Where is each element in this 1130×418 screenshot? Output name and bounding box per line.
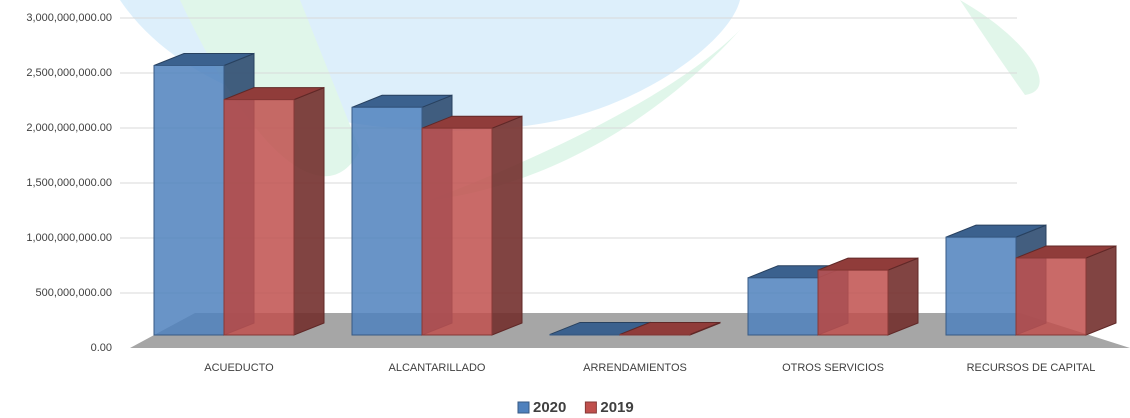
legend-label: 2019	[600, 399, 633, 416]
x-tick-label: RECURSOS DE CAPITAL	[967, 362, 1096, 374]
bar	[945, 236, 1017, 336]
bar	[153, 65, 225, 336]
bar-side	[491, 115, 523, 336]
bar	[817, 269, 889, 336]
legend-label: 2020	[533, 399, 566, 416]
bar	[1015, 257, 1087, 336]
legend-swatch	[517, 401, 530, 414]
bar-group	[421, 115, 523, 336]
x-tick-label: OTROS SERVICIOS	[782, 362, 884, 374]
y-tick-label: 3,000,000,000.00	[26, 12, 112, 24]
x-tick-label: ALCANTARILLADO	[389, 362, 486, 374]
y-tick-label: 1,000,000,000.00	[26, 232, 112, 244]
y-tick-label: 2,500,000,000.00	[26, 67, 112, 79]
bar-side	[293, 86, 325, 336]
x-tick-label: ACUEDUCTO	[204, 362, 274, 374]
bar	[223, 99, 295, 336]
legend-swatch	[584, 401, 597, 414]
bar-group	[1015, 245, 1117, 336]
bar-group	[619, 321, 721, 336]
bar	[351, 106, 423, 336]
bar	[747, 277, 819, 336]
y-tick-label: 0.00	[91, 342, 112, 354]
y-tick-label: 500,000,000.00	[36, 287, 112, 299]
bar-side	[887, 257, 919, 336]
bar-group	[817, 257, 919, 336]
bar	[619, 333, 691, 336]
bar-side	[1085, 245, 1117, 336]
bar	[421, 127, 493, 336]
y-tick-label: 1,500,000,000.00	[26, 177, 112, 189]
x-tick-label: ARRENDAMIENTOS	[583, 362, 687, 374]
bar-group	[223, 86, 325, 336]
bar	[549, 333, 621, 336]
y-tick-label: 2,000,000,000.00	[26, 122, 112, 134]
